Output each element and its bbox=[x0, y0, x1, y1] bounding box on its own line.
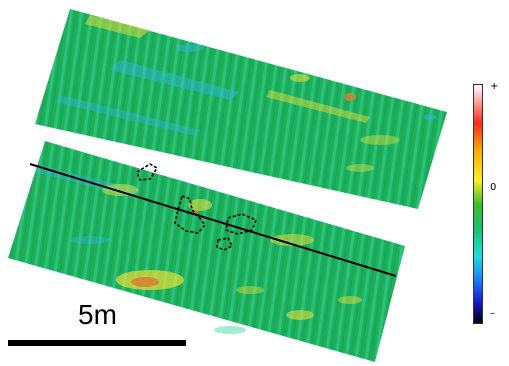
feature-outline-4 bbox=[216, 237, 234, 251]
colorbar-middle-label: 0 bbox=[490, 182, 497, 193]
feature-outline-1 bbox=[136, 163, 159, 181]
scale-bar bbox=[8, 340, 186, 346]
scale-bar-label: 5m bbox=[78, 299, 117, 330]
survey-panel-upper bbox=[35, 9, 447, 209]
feature-outlines bbox=[136, 163, 258, 251]
feature-outline-2 bbox=[174, 194, 207, 234]
colorbar-top-label: + bbox=[490, 81, 499, 92]
survey-profile-line bbox=[29, 163, 397, 277]
colorbar bbox=[473, 84, 483, 324]
colorbar-bottom-label: – bbox=[490, 308, 495, 319]
feature-outline-3 bbox=[225, 213, 258, 235]
